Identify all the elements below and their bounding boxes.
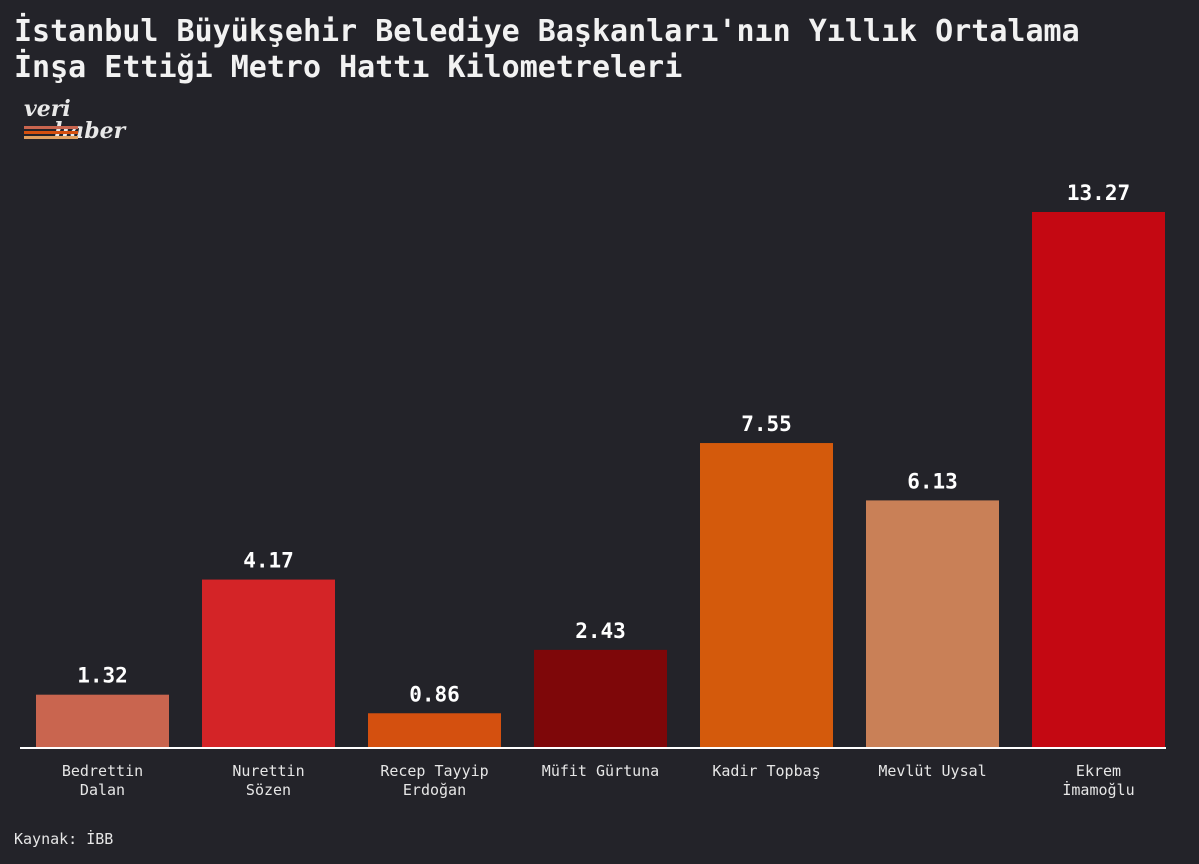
bar — [866, 500, 999, 748]
bar — [700, 443, 833, 748]
value-label: 7.55 — [741, 412, 792, 436]
bar — [1032, 212, 1165, 748]
value-label: 6.13 — [907, 469, 958, 493]
x-tick-label: Nurettin Sözen — [232, 762, 305, 799]
logo-text: veri — [24, 96, 71, 122]
x-tick-label: Kadir Topbaş — [712, 762, 821, 780]
x-tick-label: Recep Tayyip Erdoğan — [380, 762, 489, 799]
value-label: 2.43 — [575, 619, 626, 643]
bar — [534, 649, 667, 748]
value-label: 1.32 — [77, 664, 128, 688]
source: Kaynak: İBB — [14, 830, 114, 848]
value-label: 4.17 — [243, 549, 294, 573]
x-tick-label: Mevlüt Uysal — [878, 762, 987, 780]
bar — [202, 579, 335, 748]
chart-title: İstanbul Büyükşehir Belediye Başkanları'… — [14, 14, 1080, 85]
x-tick-label: Bedrettin Dalan — [61, 762, 144, 799]
value-label: 0.86 — [409, 682, 460, 706]
value-label: 13.27 — [1067, 181, 1130, 205]
bar — [368, 713, 501, 748]
bar — [36, 694, 169, 748]
logo: veri haber — [24, 98, 125, 142]
x-tick-label: Ekrem İmamoğlu — [1062, 762, 1135, 799]
logo-stripes — [24, 126, 78, 141]
x-tick-label: Müfit Gürtuna — [541, 762, 660, 780]
